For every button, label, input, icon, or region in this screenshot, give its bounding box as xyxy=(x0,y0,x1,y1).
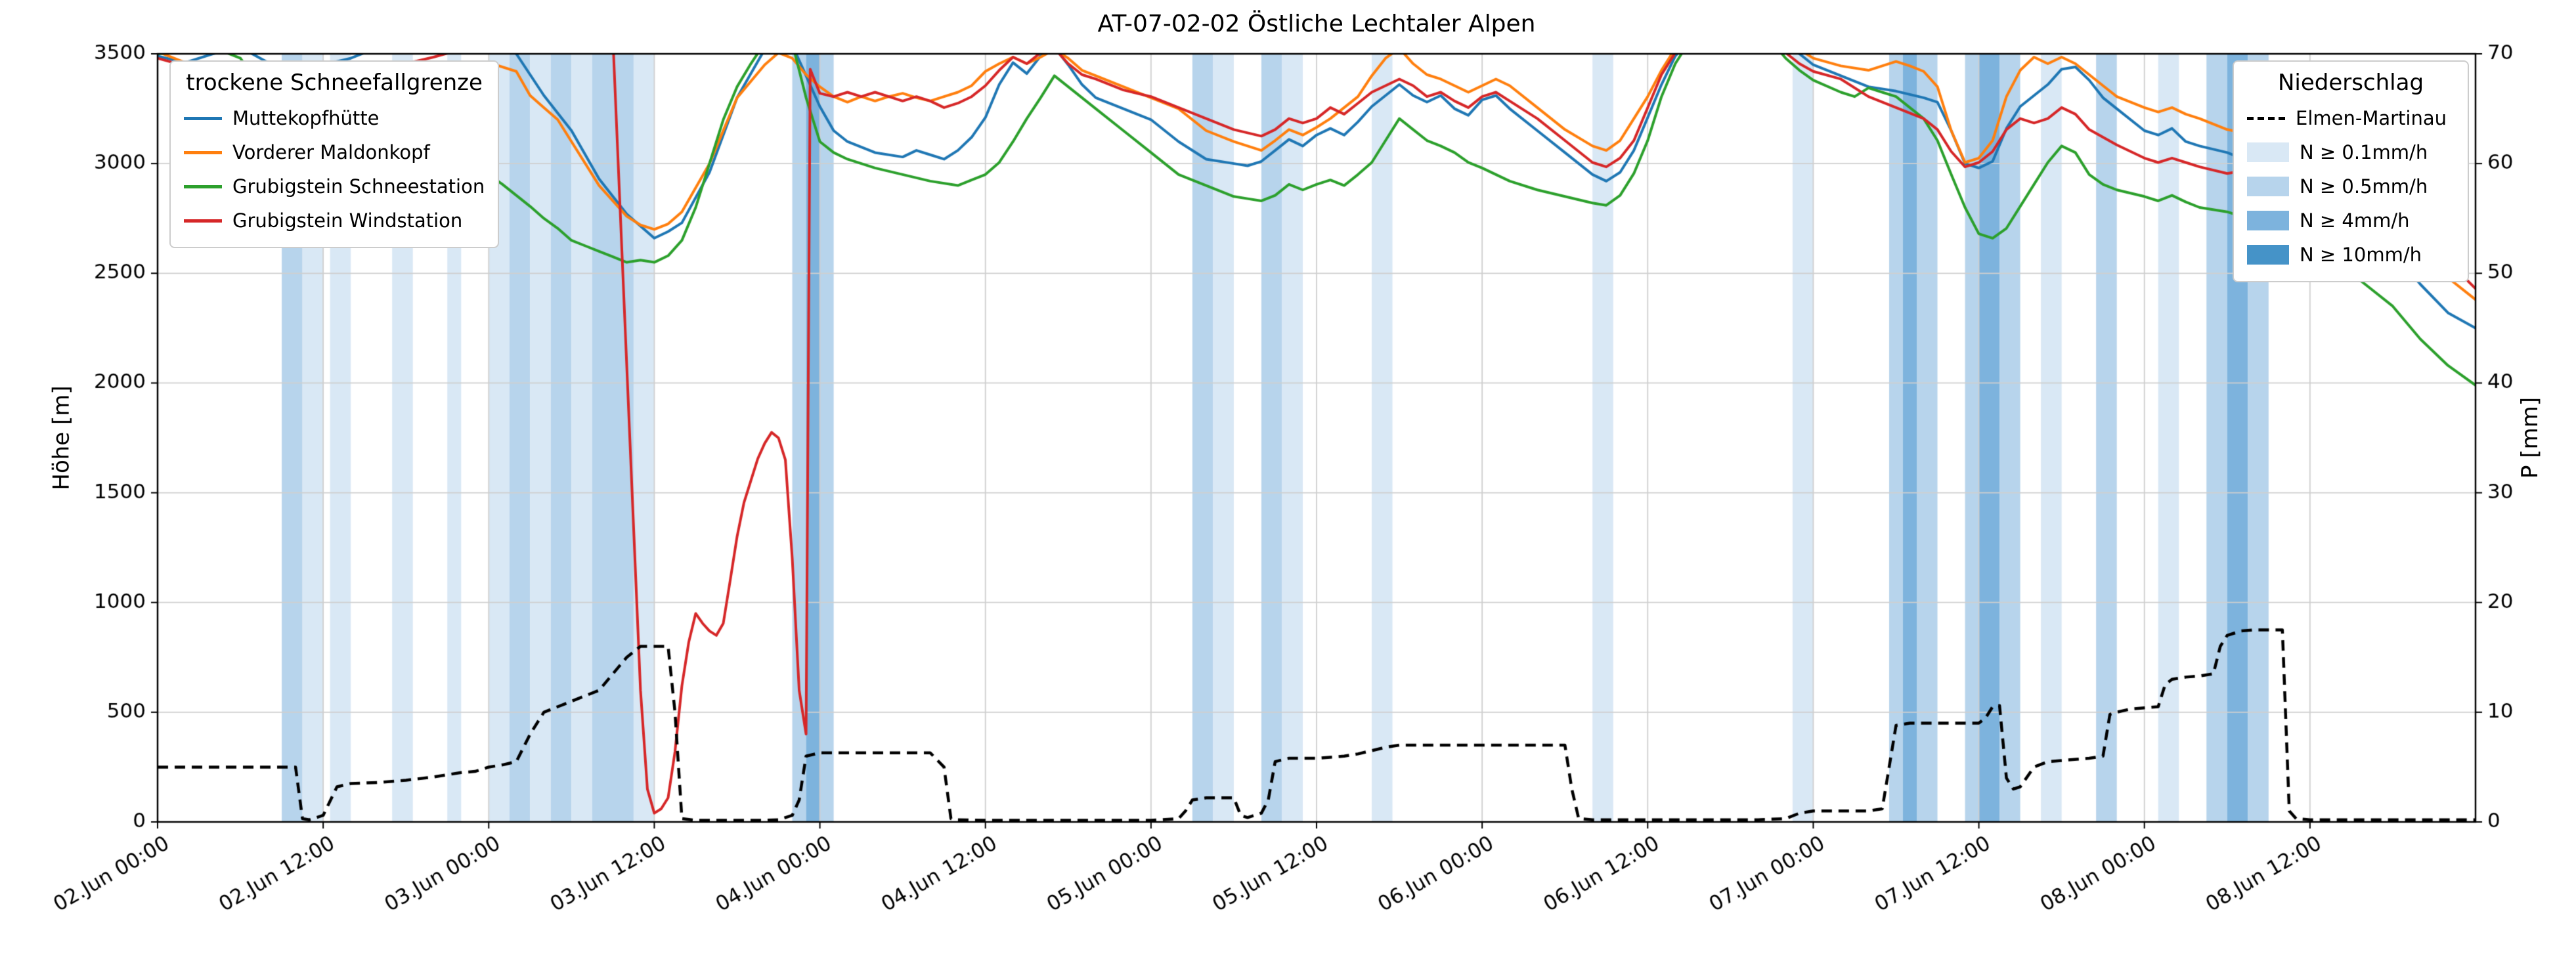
legend-item-band-05: N ≥ 0.5mm/h xyxy=(2247,169,2455,204)
legend-item-label: Vorderer Maldonkopf xyxy=(232,141,430,163)
legend-snowfall-title: trockene Schneefallgrenze xyxy=(186,70,483,96)
legend-item-vorderer-maldonkopf: Vorderer Maldonkopf xyxy=(184,135,485,169)
legend-item-label: N ≥ 0.1mm/h xyxy=(2300,141,2428,163)
legend-item-muttekopfhuette: Muttekopfhütte xyxy=(184,101,485,135)
legend-item-band-10: N ≥ 10mm/h xyxy=(2247,238,2455,272)
legend-item-grubigstein-windstation: Grubigstein Windstation xyxy=(184,204,485,238)
legend-item-elmen-martinau: Elmen-Martinau xyxy=(2247,101,2455,135)
band-swatch-level0 xyxy=(2247,142,2289,162)
legend-item-label: Grubigstein Windstation xyxy=(232,209,463,232)
legend-item-label: Elmen-Martinau xyxy=(2296,107,2447,129)
band-swatch-level2 xyxy=(2247,211,2289,230)
line-swatch-green xyxy=(184,184,222,188)
y-axis-label-right: P [mm] xyxy=(2516,397,2543,479)
legend-precipitation: Niederschlag Elmen-Martinau N ≥ 0.1mm/h … xyxy=(2233,60,2469,282)
legend-item-label: N ≥ 10mm/h xyxy=(2300,244,2422,266)
legend-item-label: N ≥ 4mm/h xyxy=(2300,209,2410,232)
legend-item-band-01: N ≥ 0.1mm/h xyxy=(2247,135,2455,169)
chart-title: AT-07-02-02 Östliche Lechtaler Alpen xyxy=(1097,11,1536,37)
band-swatch-level3 xyxy=(2247,245,2289,265)
y-axis-label-left: Höhe [m] xyxy=(48,385,75,490)
legend-item-label: Muttekopfhütte xyxy=(232,107,380,129)
band-swatch-level1 xyxy=(2247,177,2289,196)
legend-item-grubigstein-schneestation: Grubigstein Schneestation xyxy=(184,169,485,204)
legend-item-label: N ≥ 0.5mm/h xyxy=(2300,175,2428,198)
line-swatch-blue xyxy=(184,116,222,120)
line-swatch-red xyxy=(184,219,222,223)
legend-snowfall-lines: trockene Schneefallgrenze Muttekopfhütte… xyxy=(169,60,500,248)
legend-item-label: Grubigstein Schneestation xyxy=(232,175,485,198)
legend-item-band-4: N ≥ 4mm/h xyxy=(2247,204,2455,238)
legend-precipitation-title: Niederschlag xyxy=(2277,70,2424,96)
dashed-line-swatch xyxy=(2247,116,2285,120)
line-swatch-orange xyxy=(184,150,222,154)
